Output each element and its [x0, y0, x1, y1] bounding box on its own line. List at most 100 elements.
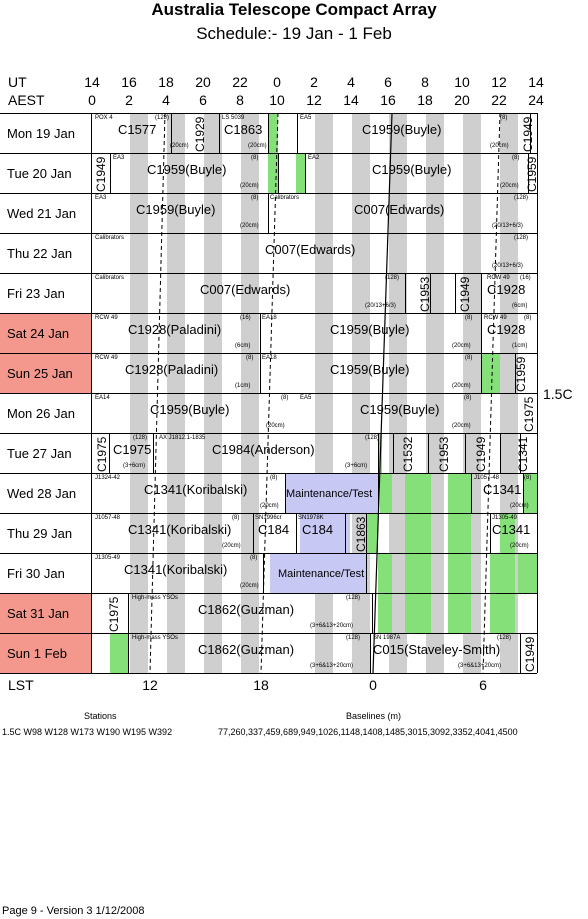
- slot-divider: [455, 274, 456, 313]
- night-band: [352, 394, 370, 433]
- night-band: [315, 154, 333, 193]
- slot-note: (128): [385, 275, 400, 281]
- night-band: [463, 274, 481, 313]
- night-band: [315, 354, 333, 393]
- green-block: [490, 594, 515, 633]
- slot-divider: [278, 154, 279, 193]
- night-band: [204, 114, 222, 153]
- schedule-row: Sat 24 Jan C1928(Paladini) C1959(Buyle) C19…: [0, 313, 537, 353]
- night-band: [389, 154, 407, 193]
- slot-note: RCW 49: [95, 355, 118, 361]
- night-band: [463, 194, 481, 233]
- night-band: [426, 234, 444, 273]
- slot-divider: [366, 554, 367, 593]
- green-block: [110, 634, 128, 673]
- project-label: C007(Edwards): [200, 282, 291, 297]
- slot-note: AX J1812.1-1835: [159, 435, 206, 441]
- slot-divider: [268, 114, 269, 153]
- night-band: [389, 354, 407, 393]
- schedule-subtitle: Schedule:- 19 Jan - 1 Feb: [196, 24, 392, 43]
- green-block: [405, 474, 431, 513]
- project-label: C007(Edwards): [354, 202, 445, 217]
- green-block: [268, 154, 278, 193]
- page-title: Australia Telescope Compact Array: [151, 0, 437, 19]
- slot-note: J1057-48: [95, 515, 121, 521]
- slot-note: (20cm): [510, 503, 529, 509]
- night-band: [352, 274, 370, 313]
- slot-note: (128): [365, 435, 380, 441]
- night-band: [389, 474, 407, 513]
- slot-note: High-mass YSOs: [132, 595, 178, 601]
- slot-note: (8): [246, 355, 254, 361]
- lst-line: [149, 113, 166, 673]
- green-block: [378, 554, 392, 593]
- slot-divider: [263, 554, 264, 593]
- slot-note: (1cm): [512, 343, 528, 349]
- aest-tick: 22: [491, 92, 507, 108]
- night-band: [352, 434, 370, 473]
- night-band: [500, 314, 518, 353]
- day-label: Mon 26 Jan: [0, 394, 92, 433]
- slot-note: EA18: [262, 315, 277, 321]
- ut-tick: 4: [347, 74, 355, 90]
- night-band: [500, 474, 518, 513]
- slot-note: (8): [512, 155, 520, 161]
- schedule-row: Sun 25 Jan C1928(Paladini) C1959(Buyle) C19…: [0, 353, 537, 393]
- project-label: C1341(Koribalski): [144, 482, 248, 497]
- slot-divider: [345, 514, 346, 553]
- slot-note: POX 4: [95, 115, 113, 121]
- green-block: [500, 514, 515, 553]
- night-band: [463, 234, 481, 273]
- green-block: [378, 594, 392, 633]
- slot-note: (20cm): [452, 343, 471, 349]
- night-band: [241, 314, 259, 353]
- slot-divider: [481, 354, 482, 393]
- day-label: Thu 22 Jan: [0, 234, 92, 273]
- slot-note: (20cm): [266, 423, 285, 429]
- lst-tick: 18: [253, 677, 269, 693]
- page-footer: Page 9 - Version 3 1/12/2008: [2, 905, 145, 917]
- slot-divider: [490, 514, 491, 553]
- night-band: [204, 394, 222, 433]
- ut-tick: 22: [232, 74, 248, 90]
- night-band: [241, 354, 259, 393]
- day-label: Fri 30 Jan: [0, 554, 92, 593]
- ut-tick: 14: [84, 74, 100, 90]
- maintenance-block: [270, 554, 366, 593]
- slot-note: (20cm): [490, 143, 509, 149]
- ut-tick: 12: [491, 74, 507, 90]
- night-band: [315, 594, 333, 633]
- night-band: [204, 514, 222, 553]
- night-band: [204, 554, 222, 593]
- grid-bottom-border: [0, 673, 537, 674]
- slot-note: J1305-49: [95, 555, 121, 561]
- day-label: Sat 31 Jan: [0, 594, 92, 633]
- night-band: [426, 354, 444, 393]
- schedule-row: Tue 20 Jan C1949 C1959(Buyle) C1959(Buyle) C…: [0, 153, 539, 193]
- slot-divider: [530, 114, 531, 153]
- slot-divider: [378, 434, 379, 473]
- slot-note: (128): [346, 595, 361, 601]
- night-band: [315, 274, 333, 313]
- night-band: [389, 554, 407, 593]
- project-label: C1928: [487, 282, 526, 297]
- slot-note: High-mass YSOs: [132, 635, 178, 641]
- night-band: [315, 314, 333, 353]
- night-band: [389, 314, 407, 353]
- slot-note: (3+6&13+20cm): [310, 663, 354, 669]
- slot-divider: [153, 434, 154, 473]
- aest-tick: 12: [306, 92, 322, 108]
- slot-divider: [128, 634, 129, 673]
- project-label: Maintenance/Test: [278, 568, 365, 580]
- slot-note: Calibrators: [270, 195, 300, 201]
- schedule-row: Tue 27 Jan C1975 C1975 C1984(Anderson) C1532…: [0, 433, 537, 473]
- slot-note: (1cm): [235, 383, 251, 389]
- day-label: Sun 1 Feb: [0, 634, 92, 673]
- slot-note: (8): [251, 195, 259, 201]
- night-band: [463, 114, 481, 153]
- project-label: C1862(Guzman): [198, 642, 295, 657]
- night-band: [389, 114, 407, 153]
- night-band: [167, 554, 185, 593]
- night-band: [426, 114, 444, 153]
- slot-note: (8): [465, 315, 473, 321]
